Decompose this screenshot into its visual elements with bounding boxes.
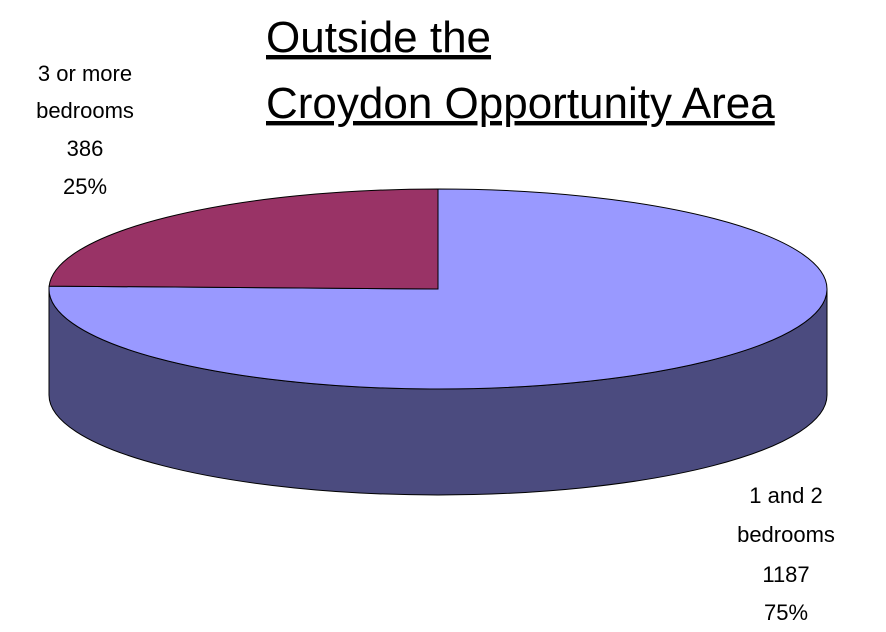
slice-label-3-or-more-line-2: bedrooms xyxy=(36,98,134,123)
slice-percent-3-or-more: 25% xyxy=(63,174,107,199)
pie-slice-1-and-2-bedrooms xyxy=(48,188,828,390)
pie-top-layer xyxy=(48,188,828,390)
slice-percent-1-and-2: 75% xyxy=(764,600,808,625)
slice-label-1-and-2-line-2: bedrooms xyxy=(737,522,835,547)
slice-value-1-and-2: 1187 xyxy=(762,562,809,587)
chart-title-line-1: Outside the xyxy=(266,13,491,62)
pie-slice-3-or-more-bedrooms xyxy=(48,188,439,290)
chart-title-line-2: Croydon Opportunity Area xyxy=(266,79,775,128)
slice-label-3-or-more-line-1: 3 or more xyxy=(38,61,132,86)
slice-value-3-or-more: 386 xyxy=(67,136,104,161)
slice-label-1-and-2-line-1: 1 and 2 xyxy=(749,483,822,508)
